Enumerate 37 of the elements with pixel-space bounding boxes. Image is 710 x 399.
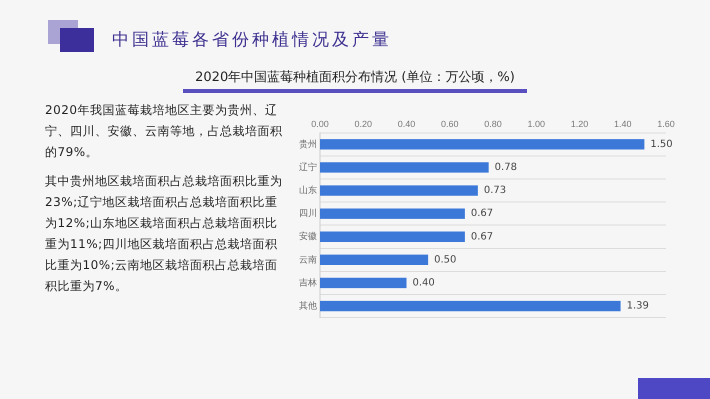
data-label: 0.73 xyxy=(484,185,506,196)
bar xyxy=(320,278,406,288)
x-tick-label: 1.20 xyxy=(570,118,588,129)
chart-title: 中国蓝莓各省份种植情况及产量 xyxy=(112,29,392,51)
data-label: 0.67 xyxy=(470,231,494,242)
data-label: 1.39 xyxy=(626,300,649,312)
y-tick-label: 云南 xyxy=(299,254,317,264)
x-tick-label: 0.40 xyxy=(398,118,416,129)
bar xyxy=(320,185,478,196)
data-label: 0.50 xyxy=(434,254,456,266)
text: 其中贵州地区栽培面积占总栽培面积比重为23%;辽宁地区栽培面积占总栽培面积比重为12%;山东地区栽培面积占总栽培面积比重为11%;四川地区栽培面积占总栽培面积比重为10%;云南地区栽培面积占总栽培面积比重为7%。 xyxy=(45,173,284,295)
y-tick-label: 四川 xyxy=(299,208,317,218)
x-tick-label: 0.80 xyxy=(484,118,502,129)
y-tick-label: 吉林 xyxy=(299,277,317,288)
x-tick-label: 0.00 xyxy=(311,118,329,129)
bar xyxy=(320,139,644,150)
bar xyxy=(320,300,621,312)
bar xyxy=(320,162,489,173)
x-tick-label: 0.20 xyxy=(354,118,372,129)
x-tick-label: 1.40 xyxy=(614,118,632,129)
bar xyxy=(320,208,465,219)
text: 2020年我国蓝莓栽培地区主要为贵州、辽宁、四川、安徽、云南等地，占总栽培面积的79%。 xyxy=(45,102,284,161)
bar xyxy=(320,232,465,242)
data-label: 1.50 xyxy=(650,138,673,150)
x-tick-label: 1.00 xyxy=(527,118,546,129)
x-tick-label: 1.60 xyxy=(657,118,675,129)
data-label: 0.78 xyxy=(494,162,517,174)
y-tick-label: 安徽 xyxy=(299,231,317,242)
y-tick-label: 辽宁 xyxy=(299,162,317,172)
y-tick-label: 山东 xyxy=(299,185,317,196)
y-tick-label: 贵州 xyxy=(299,138,317,149)
chart-subtitle: 2020年中国蓝莓种植面积分布情况 (单位：万公顷，%) xyxy=(183,68,527,93)
y-tick-label: 其他 xyxy=(299,300,317,311)
data-label: 0.67 xyxy=(470,208,494,220)
x-tick-label: 0.60 xyxy=(440,118,459,129)
data-label: 0.40 xyxy=(412,278,435,289)
bar xyxy=(320,254,428,266)
